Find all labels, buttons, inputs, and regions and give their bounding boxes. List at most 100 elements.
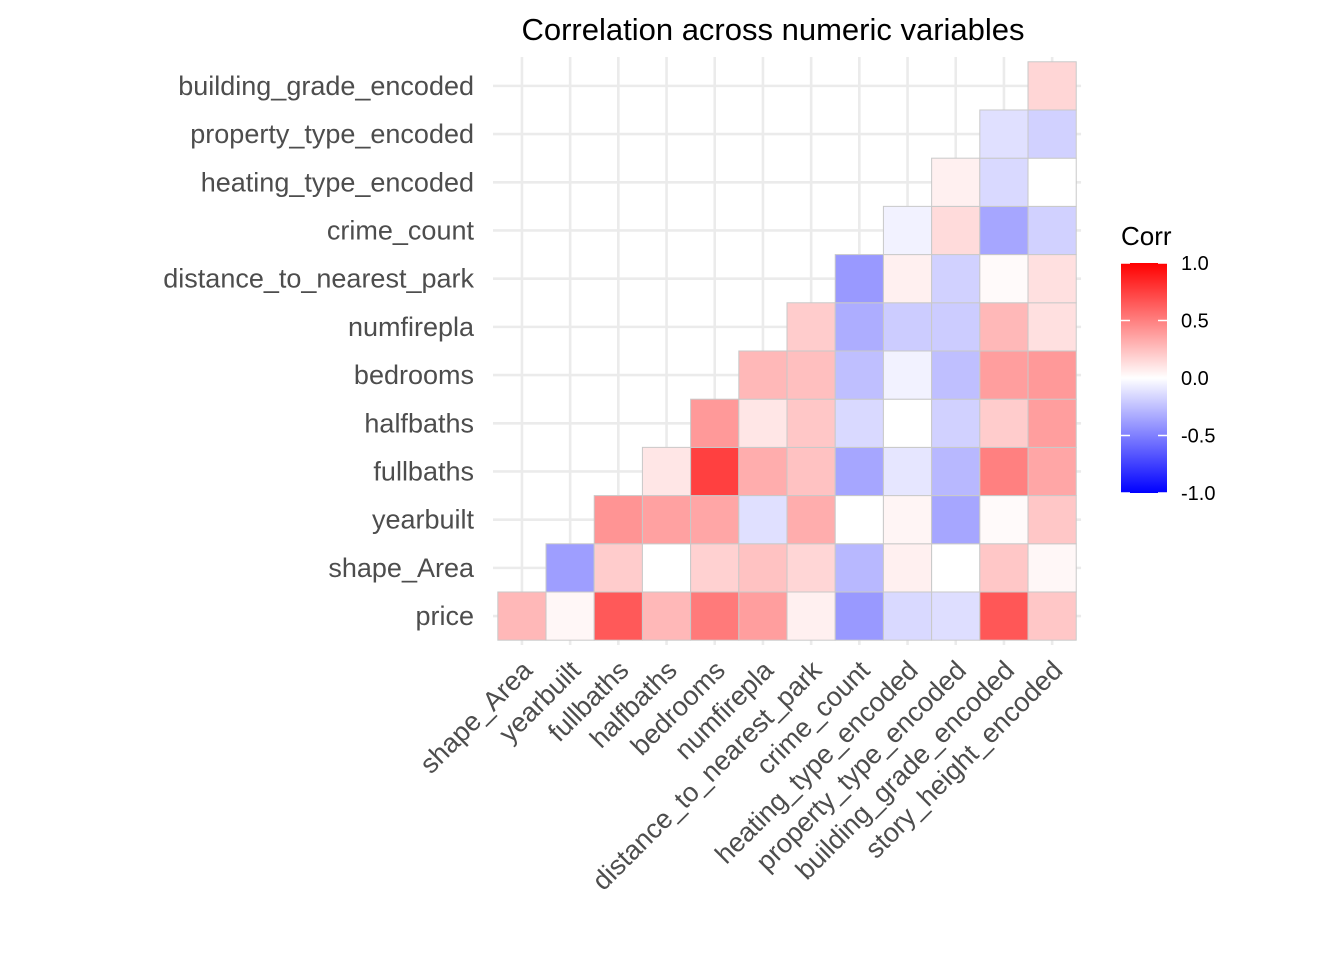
tile-yearbuilt-building_grade_encoded (979, 495, 1029, 545)
tile-shape_Area-numfirepla (738, 543, 788, 593)
tile-price-numfirepla (738, 591, 788, 641)
tile-bedrooms-heating_type_encoded (882, 350, 933, 400)
tile-price-shape_Area (497, 591, 547, 641)
legend-ticks: 1.0 0.5 0.0 -0.5 -1.0 (1121, 253, 1215, 505)
tile-halfbaths-heating_type_encoded (882, 398, 933, 448)
tile-yearbuilt-numfirepla (738, 495, 788, 545)
tile-fullbaths-property_type_encoded (931, 446, 981, 497)
tile-property_type_encoded-story_height_encoded (1027, 109, 1077, 159)
tile-bedrooms-crime_count (834, 350, 884, 400)
tile-numfirepla-building_grade_encoded (979, 302, 1029, 352)
tile-yearbuilt-distance_to_nearest_park (786, 495, 836, 545)
tile-price-property_type_encoded (931, 591, 981, 641)
tile-crime_count-story_height_encoded (1027, 205, 1077, 256)
legend-tick-label: 0.0 (1181, 368, 1209, 390)
tile-distance_to_nearest_park-heating_type_encoded (882, 254, 933, 304)
tile-yearbuilt-crime_count (834, 495, 884, 545)
y-tick-label: numfirepla (348, 312, 475, 342)
tile-heating_type_encoded-story_height_encoded (1027, 157, 1077, 207)
tile-yearbuilt-fullbaths (593, 495, 643, 545)
tile-price-distance_to_nearest_park (786, 591, 836, 641)
tile-distance_to_nearest_park-crime_count (834, 254, 884, 304)
tile-crime_count-heating_type_encoded (882, 205, 933, 256)
tile-halfbaths-crime_count (834, 398, 884, 448)
tile-heating_type_encoded-property_type_encoded (931, 157, 981, 207)
tile-bedrooms-distance_to_nearest_park (786, 350, 836, 400)
tile-yearbuilt-halfbaths (641, 495, 692, 545)
tile-halfbaths-property_type_encoded (931, 398, 981, 448)
tile-halfbaths-bedrooms (690, 398, 740, 448)
y-tick-label: fullbaths (373, 456, 474, 486)
legend-tick-label: -1.0 (1181, 483, 1215, 505)
y-tick-label: building_grade_encoded (178, 71, 474, 101)
tile-yearbuilt-heating_type_encoded (882, 495, 933, 545)
tile-distance_to_nearest_park-property_type_encoded (931, 254, 981, 304)
y-tick-label: crime_count (327, 215, 475, 245)
tile-price-fullbaths (593, 591, 643, 641)
tile-distance_to_nearest_park-story_height_encoded (1027, 254, 1077, 304)
tile-price-building_grade_encoded (979, 591, 1029, 641)
tile-fullbaths-building_grade_encoded (979, 446, 1029, 497)
tile-price-crime_count (834, 591, 884, 641)
tile-shape_Area-distance_to_nearest_park (786, 543, 836, 593)
tile-fullbaths-heating_type_encoded (882, 446, 933, 497)
tile-crime_count-building_grade_encoded (979, 205, 1029, 256)
tile-price-bedrooms (690, 591, 740, 641)
tile-price-yearbuilt (545, 591, 595, 641)
tile-building_grade_encoded-story_height_encoded (1027, 61, 1077, 111)
tile-fullbaths-numfirepla (738, 446, 788, 497)
tile-fullbaths-halfbaths (641, 446, 692, 497)
tile-shape_Area-crime_count (834, 543, 884, 593)
tile-bedrooms-story_height_encoded (1027, 350, 1077, 400)
tile-price-heating_type_encoded (882, 591, 933, 641)
tile-distance_to_nearest_park-building_grade_encoded (979, 254, 1029, 304)
tile-shape_Area-heating_type_encoded (882, 543, 933, 593)
color-legend: Corr 1.0 0.5 0.0 -0.5 -1.0 (1121, 221, 1215, 505)
tile-price-halfbaths (641, 591, 692, 641)
tile-fullbaths-story_height_encoded (1027, 446, 1077, 497)
tile-halfbaths-distance_to_nearest_park (786, 398, 836, 448)
legend-tick-label: 0.5 (1181, 311, 1209, 333)
tile-bedrooms-building_grade_encoded (979, 350, 1029, 400)
tile-shape_Area-yearbuilt (545, 543, 595, 593)
tile-yearbuilt-bedrooms (690, 495, 740, 545)
tile-yearbuilt-property_type_encoded (931, 495, 981, 545)
y-tick-label: price (415, 601, 474, 631)
tile-heating_type_encoded-building_grade_encoded (979, 157, 1029, 207)
tile-shape_Area-building_grade_encoded (979, 543, 1029, 593)
legend-title: Corr (1121, 221, 1172, 251)
tile-shape_Area-fullbaths (593, 543, 643, 593)
tile-numfirepla-heating_type_encoded (882, 302, 933, 352)
tile-halfbaths-numfirepla (738, 398, 788, 448)
y-tick-label: halfbaths (364, 408, 474, 438)
tile-shape_Area-bedrooms (690, 543, 740, 593)
tile-property_type_encoded-building_grade_encoded (979, 109, 1029, 159)
y-tick-label: distance_to_nearest_park (163, 264, 474, 294)
y-tick-label: heating_type_encoded (201, 167, 474, 197)
y-axis-tick-labels: price shape_Area yearbuilt fullbaths halfbat… (163, 71, 475, 631)
y-tick-label: yearbuilt (372, 505, 475, 535)
tile-shape_Area-halfbaths (641, 543, 692, 593)
x-axis-tick-labels: shape_Areayearbuiltfullbathshalfbathsbed… (414, 654, 1068, 896)
y-tick-label: shape_Area (328, 553, 475, 583)
y-tick-label: property_type_encoded (190, 119, 474, 149)
tile-numfirepla-story_height_encoded (1027, 302, 1077, 352)
tile-price-story_height_encoded (1027, 591, 1077, 641)
tile-crime_count-property_type_encoded (931, 205, 981, 256)
chart-title: Correlation across numeric variables (521, 12, 1024, 47)
tile-halfbaths-building_grade_encoded (979, 398, 1029, 448)
y-tick-label: bedrooms (354, 360, 474, 390)
tile-numfirepla-property_type_encoded (931, 302, 981, 352)
tile-fullbaths-distance_to_nearest_park (786, 446, 836, 497)
heatmap-tiles (497, 61, 1077, 641)
tile-shape_Area-property_type_encoded (931, 543, 981, 593)
tile-halfbaths-story_height_encoded (1027, 398, 1077, 448)
legend-tick-label: -0.5 (1181, 426, 1215, 448)
tile-numfirepla-distance_to_nearest_park (786, 302, 836, 352)
legend-tick-label: 1.0 (1181, 253, 1209, 275)
tile-yearbuilt-story_height_encoded (1027, 495, 1077, 545)
tile-fullbaths-bedrooms (690, 446, 740, 497)
tile-bedrooms-numfirepla (738, 350, 788, 400)
